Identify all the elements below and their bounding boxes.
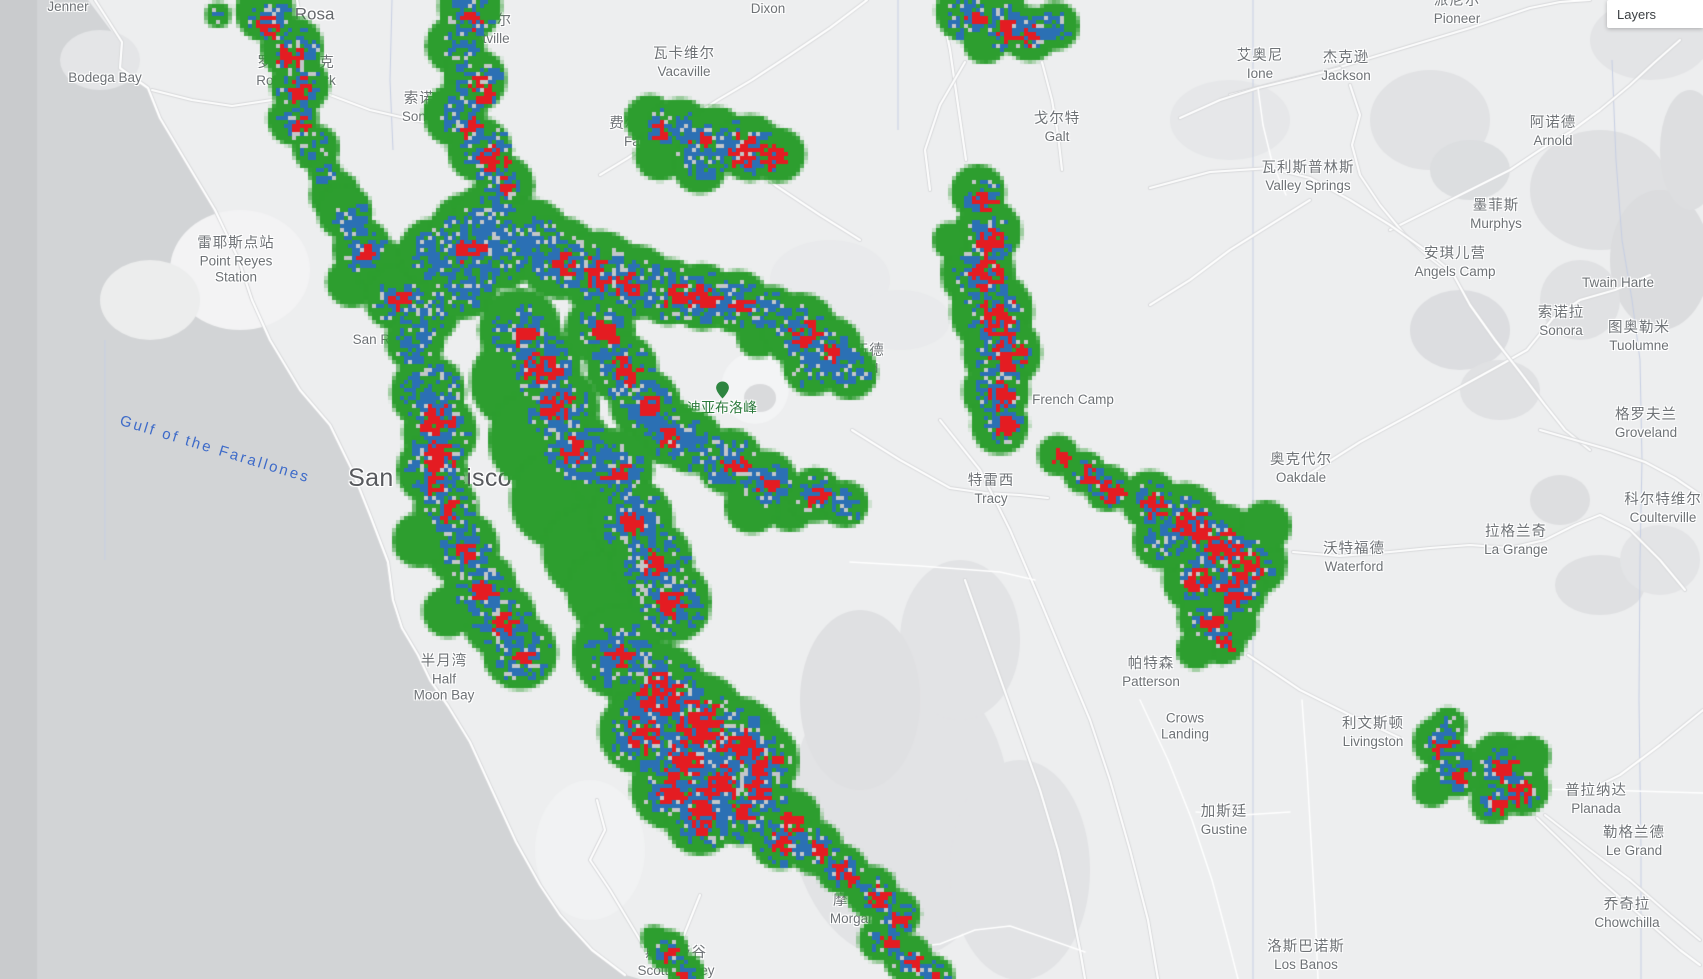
layers-panel-button[interactable]: Layers — [1607, 0, 1703, 28]
layers-panel-label: Layers — [1617, 6, 1657, 22]
